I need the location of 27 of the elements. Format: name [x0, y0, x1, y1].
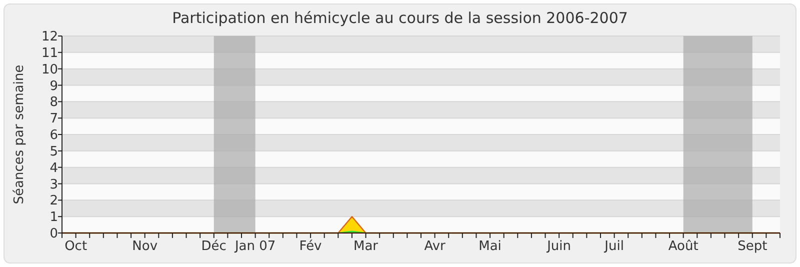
y-tick-label: 1	[50, 210, 58, 226]
y-tick-label: 7	[50, 112, 58, 127]
x-tick-label: Juil	[604, 239, 624, 254]
y-tick-label: 2	[50, 194, 58, 209]
x-tick-label: Jan 07	[234, 239, 276, 254]
y-tick-label: 6	[50, 128, 58, 144]
x-tick-label: Août	[668, 239, 698, 254]
y-tick-label: 10	[41, 62, 58, 78]
y-axis-title: Séances par semaine	[12, 64, 27, 204]
x-tick-label: Sept	[738, 239, 768, 254]
chart-title: Participation en hémicycle au cours de la session 2006-2007	[172, 9, 628, 27]
x-tick-label: Fév	[299, 239, 322, 254]
x-tick-label: Mai	[478, 239, 502, 254]
x-tick-label: Déc	[201, 239, 226, 254]
y-tick-label: 8	[50, 95, 58, 110]
y-tick-label: 4	[50, 160, 58, 176]
x-tick-label: Avr	[424, 239, 446, 254]
x-tick-label: Oct	[64, 239, 88, 254]
y-tick-label: 5	[50, 144, 58, 160]
x-tick-label: Mar	[354, 239, 379, 254]
x-tick-label: Nov	[132, 239, 158, 254]
x-tick-label: Juin	[546, 239, 572, 254]
y-tick-label: 9	[50, 78, 58, 94]
y-tick-label: 11	[41, 46, 58, 61]
y-tick-label: 3	[50, 177, 58, 192]
y-tick-label: 0	[50, 226, 58, 242]
y-tick-label: 12	[41, 30, 58, 45]
